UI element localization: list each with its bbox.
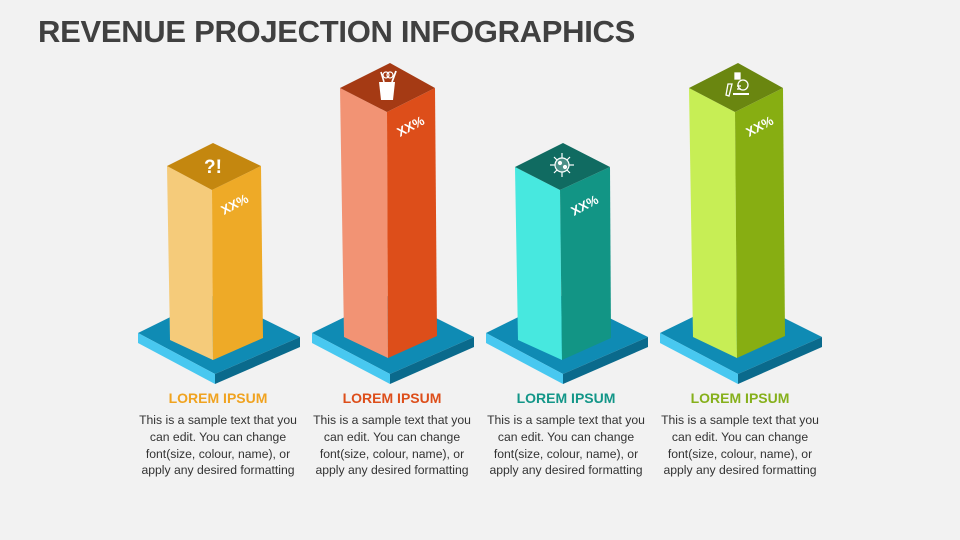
- caption-text: This is a sample text that you can edit.…: [487, 413, 645, 478]
- pillar-3: XX%: [486, 143, 648, 384]
- pillar-2-caption: LOREM IPSUM This is a sample text that y…: [307, 390, 477, 479]
- pillar-3-caption: LOREM IPSUM This is a sample text that y…: [481, 390, 651, 479]
- pillar-left-face: [515, 167, 562, 360]
- svg-text:?!: ?!: [204, 157, 222, 178]
- virus-icon: [550, 153, 574, 177]
- pillar-right-face: [212, 166, 263, 360]
- pillar-2: XX%: [312, 63, 474, 384]
- caption-heading: LOREM IPSUM: [516, 390, 616, 406]
- pillar-right-face: [560, 167, 611, 360]
- caption-text: This is a sample text that you can edit.…: [139, 413, 297, 478]
- pillar-left-face: [167, 166, 213, 360]
- pillar-4-caption: LOREM IPSUM This is a sample text that y…: [655, 390, 825, 479]
- caption-heading: LOREM IPSUM: [168, 390, 268, 406]
- pillar-top-face: [689, 63, 783, 112]
- caption-heading: LOREM IPSUM: [342, 390, 442, 406]
- caption-heading: LOREM IPSUM: [690, 390, 790, 406]
- pillar-left-face: [340, 88, 388, 358]
- pillar-1: ?! XX%: [138, 143, 300, 384]
- microscope-icon: [725, 72, 749, 97]
- question-exclamation-icon: ?!: [204, 157, 222, 178]
- pillar-top-face: [515, 143, 610, 190]
- pillar-right-face: [387, 88, 437, 358]
- caption-text: This is a sample text that you can edit.…: [661, 413, 819, 478]
- pencil-cup-icon: [379, 70, 397, 100]
- pillar-right-face: [735, 88, 785, 358]
- pillar-4: XX%: [660, 63, 822, 384]
- page-title: REVENUE PROJECTION INFOGRAPHICS: [38, 14, 636, 49]
- caption-text: This is a sample text that you can edit.…: [313, 413, 471, 478]
- pillar-top-face: [167, 143, 261, 190]
- pillar-left-face: [689, 88, 737, 358]
- pillar-1-caption: LOREM IPSUM This is a sample text that y…: [133, 390, 303, 479]
